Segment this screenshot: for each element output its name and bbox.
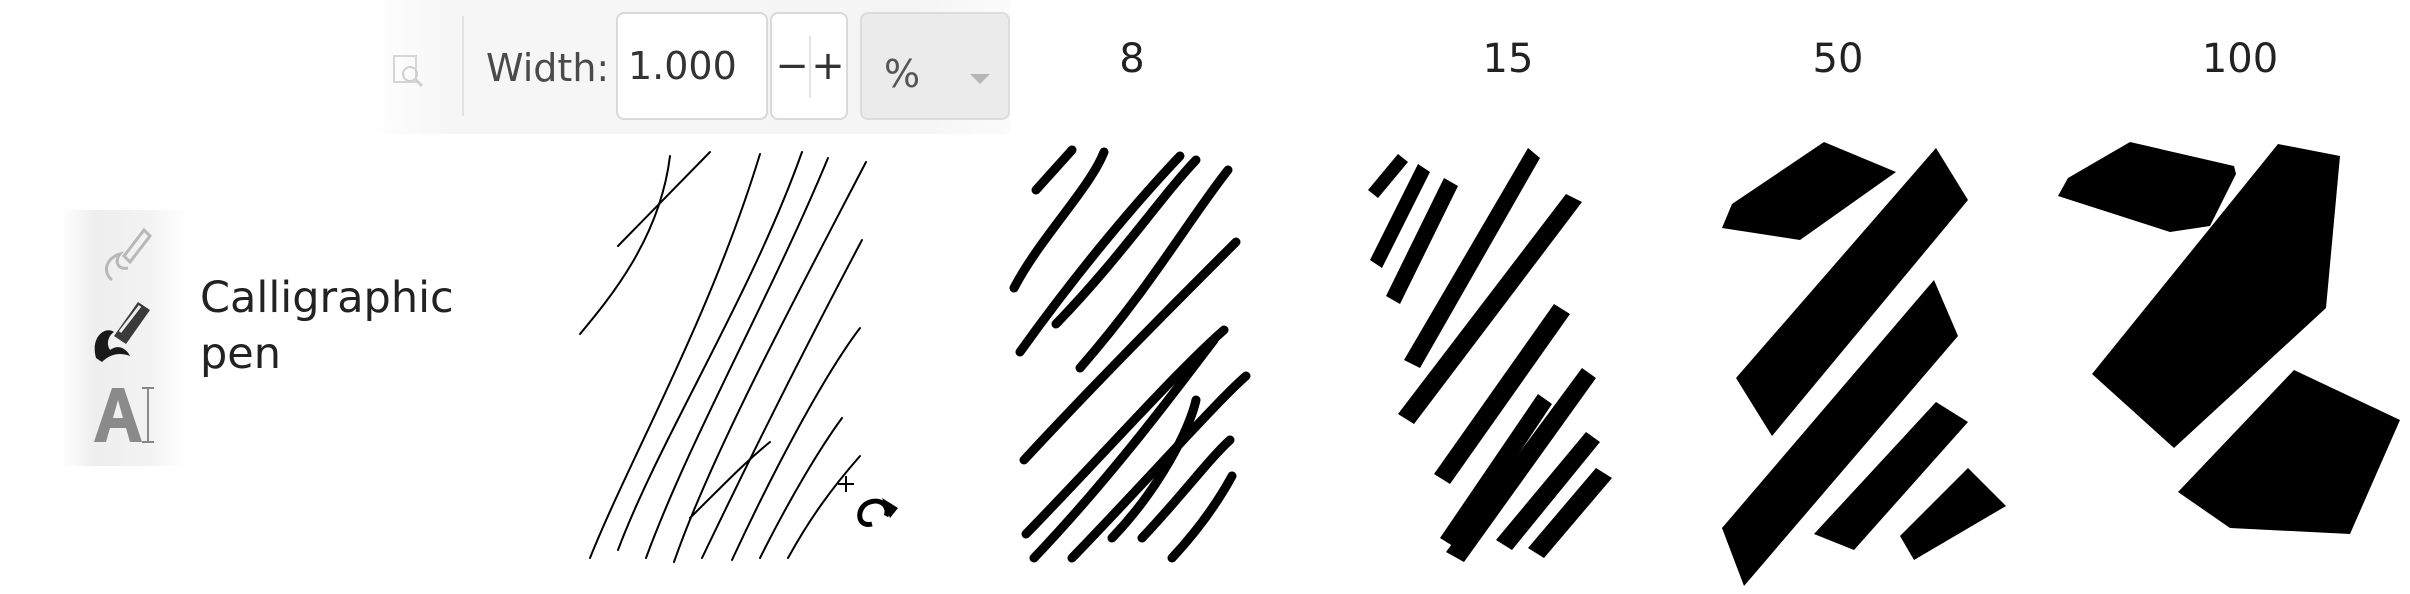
stroke-sample-width-50 [1700,138,2040,588]
width-label: Width: [486,46,609,90]
stroke-sample-width-15 [1360,138,1660,578]
calligraphy-toolbar: Width: − + % [370,0,1010,134]
thin-stroke [580,156,670,334]
width-input[interactable] [628,42,748,90]
stroke-sample-width-8 [1000,138,1300,578]
unit-select[interactable]: % [860,12,1010,120]
width-caption-8: 8 [1032,36,1232,82]
width-stepper: − + [770,12,848,120]
active-tool-label: Calligraphic pen [200,270,454,382]
stroke-sample-width-1 [570,138,950,578]
toolbar-separator [462,16,464,116]
calligraphy-cursor-icon [838,476,898,524]
unit-value: % [884,52,920,96]
dropdown-caret-icon [970,74,990,84]
increment-button[interactable]: + [810,40,846,92]
width-caption-50: 50 [1738,36,1938,82]
stroke-sample-width-100 [2050,138,2410,588]
width-caption-15: 15 [1408,36,1608,82]
tool-label-line2: pen [200,326,454,382]
text-icon[interactable] [84,378,160,448]
width-caption-100: 100 [2140,36,2340,82]
tool-palette [60,210,186,466]
decrement-button[interactable]: − [774,40,810,92]
tool-label-line1: Calligraphic [200,270,454,326]
width-spinbox[interactable] [616,12,768,120]
pen-icon[interactable] [84,220,160,290]
calligraphy-icon[interactable] [84,296,160,366]
style-icon[interactable] [388,50,428,90]
